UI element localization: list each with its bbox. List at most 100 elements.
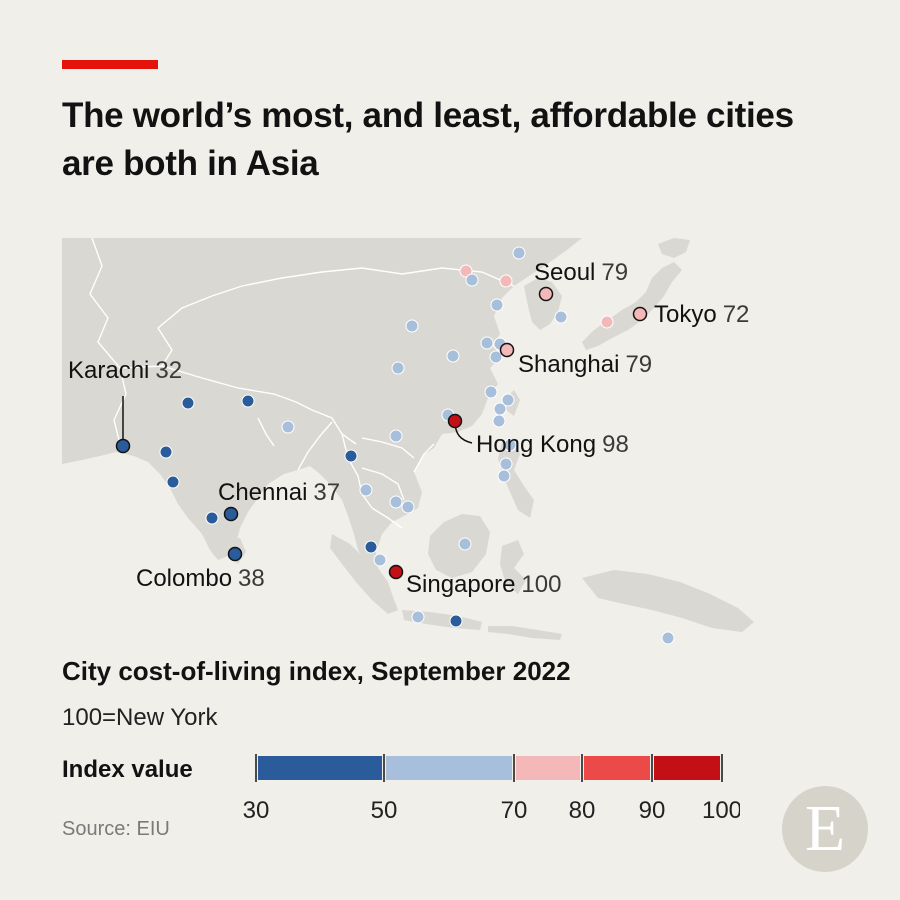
city-dot — [493, 402, 507, 416]
city-dot — [281, 420, 295, 434]
label-singapore-name: Singapore — [406, 571, 515, 598]
label-karachi-name: Karachi — [68, 357, 149, 384]
city-dot — [181, 396, 195, 410]
city-dot — [359, 483, 373, 497]
label-seoul-value: 79 — [601, 259, 628, 286]
map: Karachi 32 Chennai 37 Colombo 38 Seoul 79 To… — [62, 238, 762, 660]
city-labels: Karachi 32 Chennai 37 Colombo 38 Seoul 79 To… — [68, 259, 749, 598]
marker-chennai — [223, 506, 239, 522]
city-dot — [503, 438, 517, 452]
accent-bar — [62, 60, 158, 69]
map-subtitle: City cost-of-living index, September 202… — [62, 656, 571, 686]
city-dot — [391, 361, 405, 375]
label-tokyo-name: Tokyo — [654, 301, 717, 328]
city-dot — [401, 500, 415, 514]
legend-scale: 30 50 70 80 90 100 — [243, 754, 740, 824]
legend-title: Index value — [62, 756, 193, 783]
city-dot — [489, 350, 503, 364]
label-tokyo: Tokyo 72 — [654, 301, 749, 328]
land-layer — [62, 238, 754, 640]
city-dot — [480, 336, 494, 350]
label-karachi-value: 32 — [155, 357, 182, 384]
marker-shanghai — [499, 342, 515, 358]
city-dot — [499, 274, 513, 288]
index-note: 100=New York — [62, 704, 218, 731]
label-seoul: Seoul 79 — [534, 259, 628, 286]
city-dot — [501, 393, 515, 407]
marker-singapore — [388, 564, 404, 580]
landmass-sumatra — [330, 534, 398, 614]
label-karachi: Karachi 32 — [68, 357, 182, 384]
legend-tick-label: 100 — [702, 797, 740, 824]
label-hong-kong-name: Hong Kong — [476, 431, 596, 458]
legend-bin — [516, 756, 580, 780]
landmass-lesser-sunda — [488, 626, 562, 640]
legend-tick-label: 30 — [243, 797, 270, 824]
city-dot — [166, 475, 180, 489]
city-dot — [484, 385, 498, 399]
label-singapore-value: 100 — [521, 571, 561, 598]
landmass-mainland-asia — [62, 238, 582, 594]
label-shanghai-value: 79 — [625, 351, 652, 378]
label-colombo: Colombo 38 — [136, 565, 265, 592]
label-colombo-name: Colombo — [136, 565, 232, 592]
city-dot — [661, 631, 675, 645]
marker-karachi — [115, 438, 131, 454]
label-chennai-name: Chennai — [218, 479, 307, 506]
label-colombo-value: 38 — [238, 565, 265, 592]
legend-tick-label: 90 — [639, 797, 666, 824]
city-dot — [512, 246, 526, 260]
label-shanghai: Shanghai 79 — [518, 351, 652, 378]
marker-colombo — [227, 546, 243, 562]
city-dot — [205, 511, 219, 525]
city-dot — [344, 449, 358, 463]
marker-tokyo — [632, 306, 648, 322]
city-dot — [458, 537, 472, 551]
logo-letter: E — [804, 792, 846, 865]
city-dot — [499, 457, 513, 471]
label-hong-kong-value: 98 — [602, 431, 629, 458]
city-dot — [497, 469, 511, 483]
legend-tick-label: 70 — [501, 797, 528, 824]
city-dot — [449, 614, 463, 628]
city-dot — [405, 319, 419, 333]
label-hong-kong: Hong Kong 98 — [476, 431, 629, 458]
city-dot — [364, 540, 378, 554]
city-dot — [459, 264, 473, 278]
landmass-hokkaido — [658, 238, 690, 258]
label-chennai-value: 37 — [313, 479, 340, 506]
city-dot — [465, 273, 479, 287]
city-dot — [389, 495, 403, 509]
city-dot — [446, 349, 460, 363]
city-dot — [492, 414, 506, 428]
marker-hong-kong — [447, 413, 463, 429]
legend-bin — [258, 756, 382, 780]
labelled-city-markers — [115, 286, 648, 580]
label-shanghai-name: Shanghai — [518, 351, 619, 378]
city-dots — [159, 246, 675, 645]
map-svg: Karachi 32 Chennai 37 Colombo 38 Seoul 79 To… — [62, 238, 754, 645]
marker-seoul — [538, 286, 554, 302]
city-dot — [490, 298, 504, 312]
economist-logo: E — [782, 786, 868, 872]
label-seoul-name: Seoul — [534, 259, 595, 286]
city-dot — [241, 394, 255, 408]
legend-bin — [386, 756, 512, 780]
border-layer — [89, 238, 515, 529]
city-dot — [411, 610, 425, 624]
legend-bin — [654, 756, 720, 780]
chart-title: The world’s most, and least, affordable … — [62, 96, 794, 183]
label-chennai: Chennai 37 — [218, 479, 340, 506]
label-tokyo-value: 72 — [723, 301, 750, 328]
city-dot — [600, 315, 614, 329]
label-singapore: Singapore 100 — [406, 571, 561, 598]
legend-tick-label: 50 — [371, 797, 398, 824]
legend-tick-label: 80 — [569, 797, 596, 824]
landmass-sulawesi — [500, 540, 526, 594]
legend-bin — [584, 756, 650, 780]
city-dot — [373, 553, 387, 567]
city-dot — [389, 429, 403, 443]
city-dot — [554, 310, 568, 324]
source-note: Source: EIU — [62, 818, 170, 840]
city-dot — [159, 445, 173, 459]
